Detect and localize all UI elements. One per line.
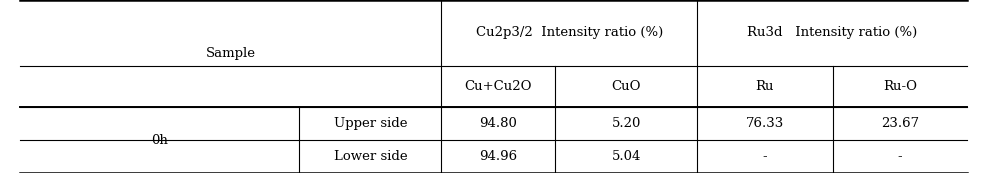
Text: Lower side: Lower side	[333, 150, 406, 163]
Text: 76.33: 76.33	[745, 117, 783, 130]
Text: 94.96: 94.96	[478, 150, 517, 163]
Text: Upper side: Upper side	[333, 117, 406, 130]
Text: Cu2p3/2  Intensity ratio (%): Cu2p3/2 Intensity ratio (%)	[475, 26, 663, 39]
Text: Ru: Ru	[755, 80, 773, 93]
Text: -: -	[762, 150, 766, 163]
Text: CuO: CuO	[610, 80, 640, 93]
Text: 23.67: 23.67	[880, 117, 918, 130]
Text: Ru-O: Ru-O	[882, 80, 916, 93]
Text: 5.20: 5.20	[611, 117, 640, 130]
Text: Ru3d   Intensity ratio (%): Ru3d Intensity ratio (%)	[746, 26, 916, 39]
Text: Cu+Cu2O: Cu+Cu2O	[464, 80, 531, 93]
Text: 0h: 0h	[151, 134, 168, 147]
Text: 94.80: 94.80	[479, 117, 517, 130]
Text: -: -	[896, 150, 901, 163]
Text: Sample: Sample	[205, 47, 255, 60]
Text: 5.04: 5.04	[611, 150, 640, 163]
